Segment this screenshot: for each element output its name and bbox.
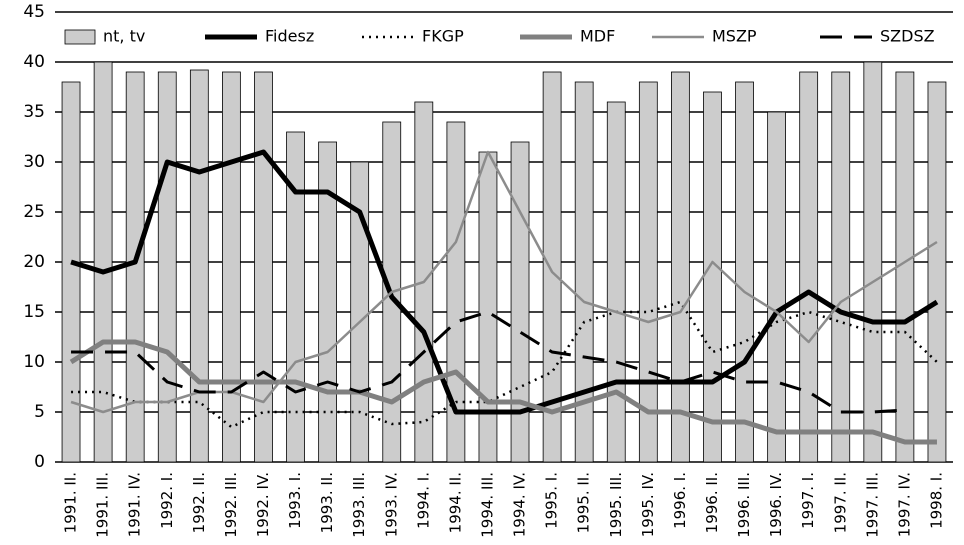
legend-label: MDF <box>580 27 615 46</box>
bar <box>863 61 883 463</box>
bar <box>606 101 626 463</box>
bar <box>93 61 113 463</box>
y-tick-label: 30 <box>23 152 45 172</box>
bar <box>222 71 241 463</box>
legend-label: MSZP <box>712 27 757 46</box>
x-tick-label: 1993. IV. <box>382 472 400 537</box>
y-tick-label: 15 <box>23 302 45 322</box>
x-tick-label: 1992. III. <box>222 472 240 538</box>
x-tick-label: 1997. IV. <box>895 472 913 537</box>
y-tick-label: 0 <box>34 452 45 472</box>
bar <box>478 151 498 463</box>
x-tick-label: 1995. IV. <box>639 472 657 537</box>
x-tick-label: 1993. III. <box>350 472 368 538</box>
bar <box>767 111 786 463</box>
x-tick-label: 1996. II. <box>703 472 721 533</box>
legend-label: nt, tv <box>103 27 145 46</box>
x-tick-label: 1993. II. <box>318 472 336 533</box>
bar <box>703 91 722 463</box>
x-tick-label: 1998. I. <box>927 472 945 529</box>
bar <box>638 81 658 463</box>
y-tick-label: 40 <box>23 52 45 72</box>
x-tick-label: 1996. III. <box>735 472 753 538</box>
line-series <box>71 300 938 429</box>
x-tick-label: 1996. I. <box>671 472 689 529</box>
line-series <box>69 339 937 445</box>
x-tick-label: 1991. III. <box>94 472 112 538</box>
bar <box>799 71 819 463</box>
x-tick-label: 1992. II. <box>190 472 208 533</box>
x-tick-label: 1992. I. <box>158 472 176 529</box>
line-series <box>71 310 905 414</box>
x-tick-label: 1997. I. <box>799 472 817 529</box>
x-tick-label: 1997. II. <box>831 472 849 533</box>
bar <box>157 71 177 463</box>
bar <box>574 81 594 463</box>
x-tick-label: 1995. III. <box>607 472 625 538</box>
x-tick-label: 1992. IV. <box>254 472 272 537</box>
legend-bg <box>57 22 951 52</box>
y-tick-label: 25 <box>23 202 45 222</box>
x-tick-label: 1991. IV. <box>126 472 144 537</box>
legend-label: SZDSZ <box>880 27 935 46</box>
x-tick-label: 1994. III. <box>478 472 496 538</box>
y-tick-label: 35 <box>23 102 45 122</box>
y-tick-label: 5 <box>34 402 45 422</box>
x-tick-label: 1991. II. <box>62 472 80 533</box>
bar <box>61 81 81 463</box>
bar <box>254 71 273 463</box>
bar <box>542 71 562 463</box>
y-tick-label: 45 <box>23 2 45 22</box>
bar <box>831 71 851 463</box>
x-tick-label: 1995. II. <box>575 472 593 533</box>
line-series <box>70 149 939 415</box>
x-tick-label: 1997. III. <box>863 472 881 538</box>
x-tick-label: 1994. II. <box>446 472 464 533</box>
y-tick-label: 10 <box>23 352 45 372</box>
x-tick-label: 1995. I. <box>543 472 561 529</box>
x-tick-label: 1994. I. <box>414 472 432 529</box>
legend-label: FKGP <box>422 27 464 46</box>
bar <box>927 81 947 463</box>
x-tick-label: 1996. IV. <box>767 472 785 537</box>
x-tick-label: 1993. I. <box>286 472 304 529</box>
bar <box>189 69 209 463</box>
legend-swatch <box>64 29 96 45</box>
x-tick-label: 1994. IV. <box>511 472 529 537</box>
bar <box>671 71 690 463</box>
legend-label: Fidesz <box>265 27 314 46</box>
y-tick-label: 20 <box>23 252 45 272</box>
bar <box>735 81 754 463</box>
